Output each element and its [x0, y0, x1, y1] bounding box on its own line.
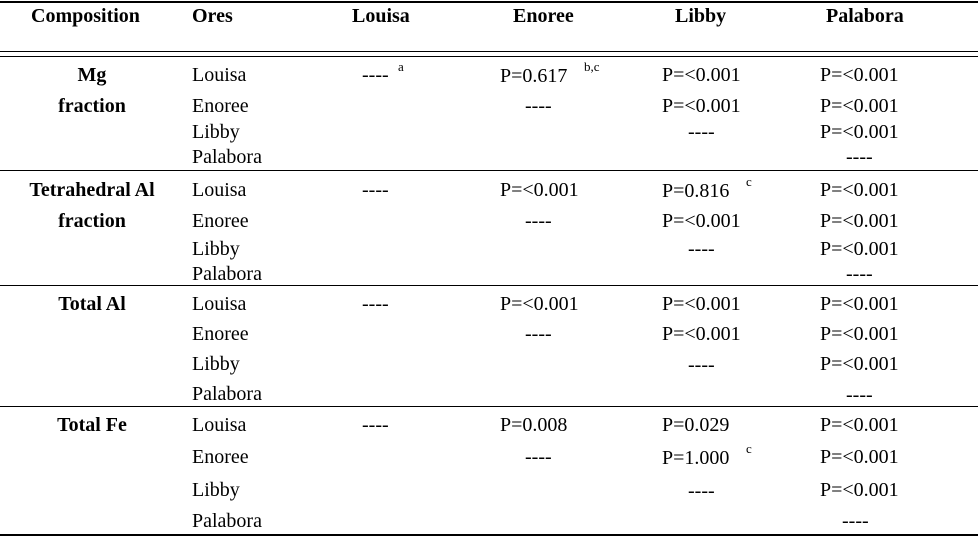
cell-libby: ----: [688, 354, 715, 376]
header-palabora: Palabora: [826, 5, 904, 27]
cell-louisa: ----: [362, 64, 389, 86]
cell-libby: P=0.816: [662, 180, 730, 202]
ore-label: Palabora: [192, 263, 262, 285]
cell-palabora: ----: [846, 146, 873, 168]
header-rule-2: [0, 56, 978, 57]
cell-enoree: ----: [525, 95, 552, 117]
composition-label: fraction: [58, 210, 126, 232]
bottom-rule: [0, 534, 978, 536]
cell-palabora: P=<0.001: [820, 210, 899, 232]
cell-palabora: P=<0.001: [820, 353, 899, 375]
footnote-marker: c: [746, 441, 752, 456]
composition-label: Total Al: [58, 293, 126, 315]
cell-libby: P=<0.001: [662, 64, 741, 86]
header-composition: Composition: [31, 5, 140, 27]
group-divider: [0, 406, 978, 407]
group-divider: [0, 285, 978, 286]
header-libby: Libby: [675, 5, 727, 27]
header-louisa: Louisa: [352, 5, 410, 27]
group-divider: [0, 170, 978, 171]
ore-label: Enoree: [192, 210, 249, 232]
cell-libby: ----: [688, 238, 715, 260]
cell-enoree: ----: [525, 446, 552, 468]
cell-louisa: ----: [362, 293, 389, 315]
cell-libby: P=<0.001: [662, 210, 741, 232]
ore-label: Enoree: [192, 323, 249, 345]
cell-enoree: ----: [525, 323, 552, 345]
cell-enoree: P=<0.001: [500, 293, 579, 315]
cell-libby: ----: [688, 480, 715, 502]
cell-palabora: P=<0.001: [820, 238, 899, 260]
cell-libby: P=1.000: [662, 447, 730, 469]
ore-label: Palabora: [192, 383, 262, 405]
header-enoree: Enoree: [513, 5, 574, 27]
cell-palabora: P=<0.001: [820, 446, 899, 468]
ore-label: Libby: [192, 121, 240, 143]
cell-palabora: ----: [842, 510, 869, 532]
cell-enoree: P=0.008: [500, 414, 568, 436]
ore-label: Palabora: [192, 510, 262, 532]
cell-palabora: P=<0.001: [820, 293, 899, 315]
composition-label: Total Fe: [57, 414, 127, 436]
cell-palabora: P=<0.001: [820, 95, 899, 117]
cell-enoree: P=0.617: [500, 65, 568, 87]
ore-label: Enoree: [192, 446, 249, 468]
cell-libby: P=<0.001: [662, 323, 741, 345]
ore-label: Libby: [192, 479, 240, 501]
cell-libby: P=<0.001: [662, 95, 741, 117]
footnote-marker: c: [746, 174, 752, 189]
cell-palabora: ----: [846, 263, 873, 285]
cell-enoree: ----: [525, 210, 552, 232]
cell-palabora: P=<0.001: [820, 121, 899, 143]
cell-louisa: ----: [362, 179, 389, 201]
cell-palabora: P=<0.001: [820, 179, 899, 201]
cell-libby: ----: [688, 121, 715, 143]
cell-libby: P=<0.001: [662, 293, 741, 315]
composition-label: Mg: [77, 64, 107, 86]
cell-libby: P=0.029: [662, 414, 730, 436]
cell-palabora: P=<0.001: [820, 64, 899, 86]
ore-label: Louisa: [192, 414, 247, 436]
ore-label: Palabora: [192, 146, 262, 168]
composition-label: fraction: [58, 95, 126, 117]
cell-louisa: ----: [362, 414, 389, 436]
ore-label: Enoree: [192, 95, 249, 117]
ore-label: Libby: [192, 238, 240, 260]
composition-label: Tetrahedral Al: [29, 179, 155, 201]
cell-palabora: P=<0.001: [820, 414, 899, 436]
cell-enoree: P=<0.001: [500, 179, 579, 201]
cell-palabora: P=<0.001: [820, 479, 899, 501]
ore-label: Louisa: [192, 293, 247, 315]
ore-label: Louisa: [192, 64, 247, 86]
cell-palabora: P=<0.001: [820, 323, 899, 345]
ore-label: Louisa: [192, 179, 247, 201]
ore-label: Libby: [192, 353, 240, 375]
footnote-marker: a: [398, 59, 404, 74]
header-rule-1: [0, 51, 978, 52]
top-rule: [0, 1, 978, 3]
footnote-marker: b,c: [584, 59, 600, 74]
header-ores: Ores: [192, 5, 233, 27]
cell-palabora: ----: [846, 384, 873, 406]
